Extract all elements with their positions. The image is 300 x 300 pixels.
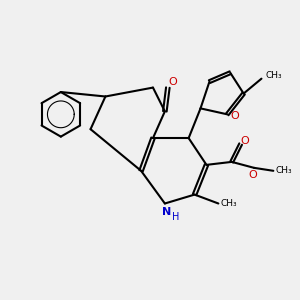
Text: CH₃: CH₃ — [220, 199, 237, 208]
Text: O: O — [241, 136, 250, 146]
Text: O: O — [230, 111, 239, 121]
Text: N: N — [162, 207, 171, 218]
Text: CH₃: CH₃ — [265, 71, 282, 80]
Text: H: H — [172, 212, 179, 222]
Text: O: O — [248, 170, 257, 180]
Text: CH₃: CH₃ — [275, 166, 292, 175]
Text: O: O — [168, 76, 177, 87]
